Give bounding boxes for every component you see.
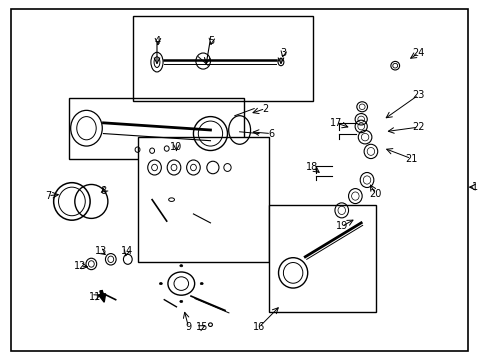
Text: 2: 2 [262,104,268,113]
Text: 21: 21 [404,154,417,163]
Bar [132,16,312,102]
Bar [268,205,375,312]
Text: 11: 11 [89,292,101,302]
Text: 1: 1 [471,182,478,192]
Ellipse shape [180,265,183,267]
FancyArrow shape [98,291,105,302]
Ellipse shape [200,283,203,285]
Ellipse shape [180,300,183,302]
Text: 20: 20 [369,189,381,199]
Text: 10: 10 [170,142,182,152]
Text: 16: 16 [252,322,264,332]
Text: 23: 23 [411,90,424,100]
Text: 5: 5 [208,36,214,46]
Text: 9: 9 [185,322,191,332]
Text: 17: 17 [329,118,342,128]
Text: 7: 7 [45,191,51,201]
Text: 13: 13 [95,247,107,256]
Text: 4: 4 [155,36,161,46]
Ellipse shape [159,283,162,285]
Bar [137,137,268,262]
Text: 19: 19 [335,221,347,231]
Text: 14: 14 [121,247,133,256]
Text: 15: 15 [195,322,207,332]
Text: 6: 6 [267,129,274,139]
Text: 24: 24 [411,48,424,58]
Text: 22: 22 [411,122,424,132]
Text: 12: 12 [74,261,86,271]
Text: 3: 3 [280,48,286,58]
Text: 18: 18 [306,162,318,172]
Text: 8: 8 [100,186,106,196]
